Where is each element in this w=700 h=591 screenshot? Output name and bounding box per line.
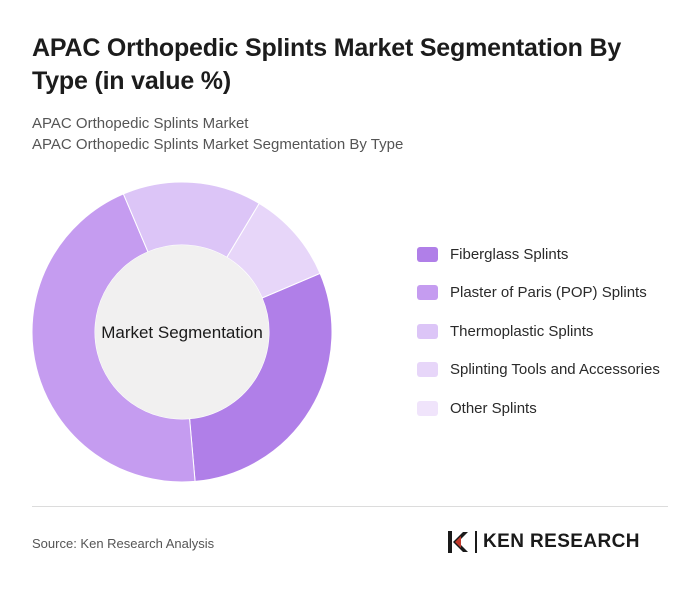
chart-title: APAC Orthopedic Splints Market Segmentat… [32,34,622,95]
source-note: Source: Ken Research Analysis [32,536,215,551]
subtitle-line-2: APAC Orthopedic Splints Market Segmentat… [32,136,404,153]
legend-swatch-4 [417,400,438,416]
legend-label: Thermoplastic Splints [450,322,594,340]
legend-label: Splinting Tools and Accessories [450,361,660,378]
legend-item: Thermoplastic Splints [417,320,660,342]
ken-research-logo: KEN RESEARCH [447,530,640,554]
chart-legend: Fiberglass Splints Plaster of Paris (POP… [417,243,660,436]
legend-swatch-1 [417,285,438,300]
legend-item: Splinting Tools and Accessories [417,359,660,381]
donut-slices [31,181,333,483]
donut-hole [95,245,269,419]
legend-item: Plaster of Paris (POP) Splints [417,282,660,304]
logo-separator [475,531,477,553]
legend-item: Fiberglass Splints [417,243,660,265]
chart-subtitle: APAC Orthopedic Splints Market APAC Orth… [32,113,672,155]
legend-item: Other Splints [417,397,660,419]
donut-center-label: Market Segmentation [101,323,263,342]
ken-research-logo-icon [448,531,468,553]
legend-label: Plaster of Paris (POP) Splints [450,284,647,301]
legend-swatch-3 [417,362,438,377]
donut-chart: Market Segmentation [31,181,333,483]
legend-swatch-0 [417,246,438,262]
footer-divider [32,506,668,507]
legend-label: Other Splints [450,399,537,417]
legend-swatch-2 [417,323,438,339]
subtitle-line-1: APAC Orthopedic Splints Market [32,115,249,132]
legend-label: Fiberglass Splints [450,245,569,263]
logo-wordmark: KEN RESEARCH [483,531,640,552]
chart-area: Market Segmentation Fiberglass Splints P… [0,165,700,500]
